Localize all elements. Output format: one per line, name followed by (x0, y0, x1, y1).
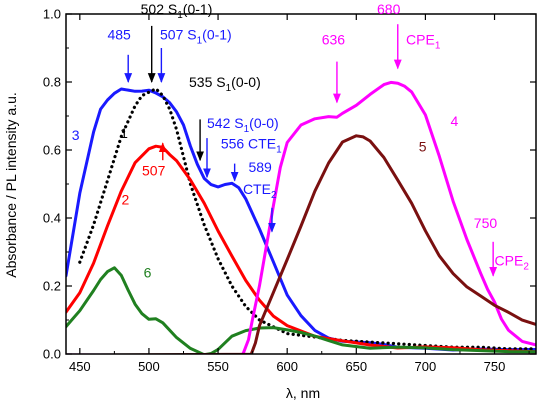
peak-annotation: 507 S1(0-1) (160, 27, 232, 47)
y-tick-label: 0.4 (43, 211, 61, 226)
series-6-label: 6 (144, 265, 152, 281)
peak-annotation: 485 (107, 27, 131, 43)
y-tick-label: 0.0 (43, 347, 61, 362)
x-tick-label: 600 (276, 359, 298, 374)
series-5-line (66, 134, 536, 354)
peak-annotation: CPE2 (495, 253, 530, 273)
peak-annotation: 636 (322, 32, 346, 48)
peak-annotation: 502 S1(0-1) (141, 1, 213, 21)
x-tick-label: 450 (69, 359, 91, 374)
x-tick-label: 700 (415, 359, 437, 374)
y-axis-label: Absorbance / PL intensity a.u. (3, 92, 19, 277)
x-tick-label: 750 (484, 359, 506, 374)
x-tick-label: 650 (345, 359, 367, 374)
x-tick-label: 550 (207, 359, 229, 374)
y-tick-label: 1.0 (43, 7, 61, 22)
series-4-line (66, 80, 536, 354)
series-1-line (78, 87, 536, 351)
y-tick-label: 0.6 (43, 143, 61, 158)
peak-annotation: 535 S1(0-0) (189, 74, 261, 94)
peak-annotation: 556 CTE1 (221, 135, 282, 155)
series-2-line (66, 144, 536, 354)
series-5-label: 5 (419, 139, 427, 155)
peak-annotation: 589 (248, 159, 272, 175)
series-3-label: 3 (72, 127, 80, 143)
peak-annotation: CPE1 (406, 32, 441, 52)
series-4-label: 4 (451, 113, 459, 129)
peak-annotation: 750 (474, 215, 498, 231)
x-axis-label: λ, nm (286, 385, 320, 401)
series-3-line (66, 87, 536, 352)
y-tick-label: 0.8 (43, 75, 61, 90)
peak-annotation: 680 (377, 1, 401, 17)
label-layer: 3 1 2 6 4 5 485 502 S1(0-1) 507 S1(0-1) 535 S1(0-… (72, 1, 530, 281)
plot-border (65, 13, 537, 355)
peak-annotation: 542 S1(0-0) (207, 115, 279, 135)
series-1-label: 1 (120, 125, 128, 141)
x-tick-label: 500 (138, 359, 160, 374)
series-2-label: 2 (122, 191, 130, 207)
plot-frame (65, 13, 537, 355)
tick-layer: 450 500 550 600 650 700 750 0.0 0.2 0.4 0.6 0.8 1.0 (43, 7, 536, 374)
y-tick-label: 0.2 (43, 279, 61, 294)
series-layer (66, 80, 536, 354)
series-6-line (66, 266, 536, 354)
peak-annotation: 507 (142, 163, 166, 179)
peak-annotation: CTE2 (243, 181, 277, 201)
